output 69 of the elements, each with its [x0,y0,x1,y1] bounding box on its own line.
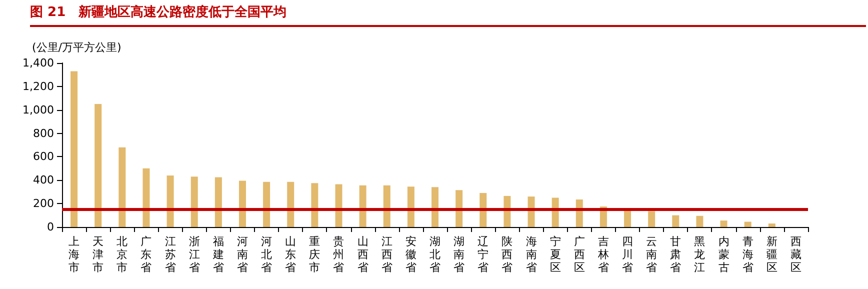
x-tick-label: 云南省 [646,235,658,274]
x-tick-label: 山西省 [357,235,368,274]
bar [528,196,535,227]
bar [456,190,463,227]
x-tick-label: 广东省 [140,235,152,274]
x-tick-label: 河南省 [236,235,248,274]
x-tick-label: 福建省 [212,235,224,274]
bar [214,177,222,227]
bar [744,222,752,227]
y-tick-label: 600 [33,150,54,164]
bar [335,184,342,227]
y-tick-label: 0 [47,220,54,234]
bar [263,182,270,227]
x-tick-label: 湖南省 [454,235,465,274]
bar [311,183,318,227]
x-tick-label: 天津市 [92,235,104,274]
x-tick-label: 湖北省 [430,235,440,274]
bar [118,147,126,227]
bar [70,71,78,227]
bar [504,196,511,227]
bar [648,211,656,227]
x-tick-label: 贵州省 [333,235,344,274]
bar [624,209,632,227]
x-tick-label: 黑龙江 [694,235,706,274]
bar [94,104,102,227]
bar [142,168,150,227]
x-tick-label: 吉林省 [596,235,609,274]
x-tick-label: 甘肃省 [670,235,682,274]
x-tick-label: 重庆市 [309,235,320,274]
bar [552,198,559,227]
y-tick-label: 1,200 [22,80,54,93]
y-tick-label: 1,400 [22,56,54,70]
x-tick-label: 内蒙古 [718,235,730,274]
x-tick-label: 安徽省 [405,235,416,274]
bar [383,185,390,227]
bar [768,223,776,227]
bar [166,175,174,227]
x-tick-label: 江苏省 [164,235,176,274]
bar [432,187,438,227]
x-tick-label: 四川省 [622,235,634,274]
x-tick-label: 江西省 [381,235,392,274]
chart-title: 图 21 新疆地区高速公路密度低于全国平均 [30,3,866,27]
y-tick-label: 200 [33,197,54,210]
bar [238,180,246,227]
y-axis-title: (公里/万平方公里) [32,41,122,54]
bar [696,216,704,227]
bar [480,193,487,227]
x-tick-label: 西藏区 [790,235,802,274]
x-tick-label: 浙江省 [188,235,200,274]
x-tick-label: 海南省 [526,235,537,274]
bar [720,220,728,227]
x-tick-label: 上海市 [68,235,80,274]
bar [190,176,198,227]
bar [407,186,414,227]
bar [287,182,294,227]
x-tick-label: 新疆区 [766,235,778,274]
bar [359,185,366,227]
y-tick-label: 1,000 [22,103,54,116]
x-tick-label: 河北省 [261,235,272,274]
x-tick-label: 北京市 [116,235,128,274]
x-tick-label: 山东省 [285,235,296,274]
x-tick-label: 陕西省 [502,235,513,274]
y-tick-label: 800 [33,126,54,140]
x-tick-label: 辽宁省 [478,235,489,274]
y-tick-label: 400 [33,174,54,187]
x-tick-label: 青海省 [742,235,754,274]
x-tick-label: 宁夏区 [550,235,561,274]
x-tick-label: 广西区 [574,235,585,274]
bar [672,215,680,227]
